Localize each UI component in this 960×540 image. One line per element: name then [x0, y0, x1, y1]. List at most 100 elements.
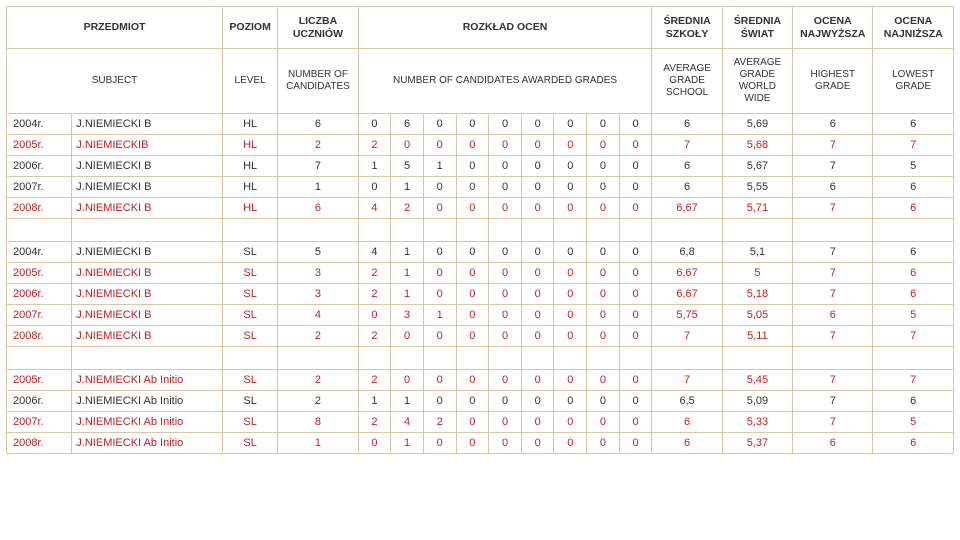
cell-year: 2007r. — [7, 305, 72, 326]
h2-avg-school: AVERAGE GRADE SCHOOL — [652, 49, 722, 114]
cell-grade-2: 0 — [423, 198, 456, 219]
cell-grade-6: 0 — [554, 412, 587, 433]
cell-grade-8: 0 — [619, 412, 652, 433]
cell-grade-7: 0 — [587, 263, 620, 284]
cell-grade-1: 2 — [391, 198, 424, 219]
cell-year: 2008r. — [7, 198, 72, 219]
cell-grade-0: 1 — [358, 156, 391, 177]
cell-grade-3: 0 — [456, 433, 489, 454]
cell-subject: J.NIEMIECKI Ab Initio — [72, 412, 223, 433]
cell-grade-1: 1 — [391, 284, 424, 305]
h-candidates: LICZBA UCZNIÓW — [278, 7, 358, 49]
cell-grade-1: 1 — [391, 433, 424, 454]
cell-year: 2006r. — [7, 391, 72, 412]
h2-level: LEVEL — [223, 49, 278, 114]
cell-grade-6: 0 — [554, 326, 587, 347]
cell-grade-2: 0 — [423, 114, 456, 135]
cell-candidates: 2 — [278, 370, 358, 391]
cell-grade-4: 0 — [489, 284, 522, 305]
cell-grade-8: 0 — [619, 263, 652, 284]
cell-avg-school: 6,67 — [652, 284, 722, 305]
cell-grade-1: 1 — [391, 391, 424, 412]
cell-grade-6: 0 — [554, 391, 587, 412]
cell-year: 2007r. — [7, 412, 72, 433]
cell-grade-0: 2 — [358, 412, 391, 433]
h-grades-dist: ROZKŁAD OCEN — [358, 7, 652, 49]
header-row-pl: PRZEDMIOT POZIOM LICZBA UCZNIÓW ROZKŁAD … — [7, 7, 954, 49]
table-row: 2008r.J.NIEMIECKI Ab InitioSL10100000006… — [7, 433, 954, 454]
table-row: 2006r.J.NIEMIECKI BSL32100000006,675,187… — [7, 284, 954, 305]
cell-grade-6: 0 — [554, 114, 587, 135]
cell-avg-school: 7 — [652, 370, 722, 391]
cell-grade-2: 0 — [423, 284, 456, 305]
cell-subject: J.NIEMIECKI B — [72, 284, 223, 305]
cell-grade-0: 2 — [358, 370, 391, 391]
cell-year: 2004r. — [7, 242, 72, 263]
cell-grade-0: 1 — [358, 391, 391, 412]
h-highest: OCENA NAJWYŻSZA — [793, 7, 873, 49]
cell-grade-3: 0 — [456, 242, 489, 263]
cell-grade-4: 0 — [489, 198, 522, 219]
cell-year: 2008r. — [7, 326, 72, 347]
cell-grade-6: 0 — [554, 284, 587, 305]
cell-avg-world: 5,71 — [722, 198, 792, 219]
cell-grade-8: 0 — [619, 114, 652, 135]
cell-grade-3: 0 — [456, 305, 489, 326]
cell-level: SL — [223, 263, 278, 284]
cell-grade-5: 0 — [521, 412, 554, 433]
cell-subject: J.NIEMIECKI B — [72, 242, 223, 263]
cell-subject: J.NIEMIECKI B — [72, 305, 223, 326]
cell-candidates: 5 — [278, 242, 358, 263]
h2-lowest: LOWEST GRADE — [873, 49, 954, 114]
h-avg-school: ŚREDNIA SZKOŁY — [652, 7, 722, 49]
cell-grade-4: 0 — [489, 391, 522, 412]
cell-grade-7: 0 — [587, 156, 620, 177]
h2-highest: HIGHEST GRADE — [793, 49, 873, 114]
cell-candidates: 2 — [278, 326, 358, 347]
cell-grade-6: 0 — [554, 370, 587, 391]
cell-year: 2005r. — [7, 135, 72, 156]
spacer-row — [7, 347, 954, 370]
cell-grade-4: 0 — [489, 305, 522, 326]
cell-level: SL — [223, 391, 278, 412]
cell-grade-5: 0 — [521, 326, 554, 347]
table-row: 2007r.J.NIEMIECKI BSL40310000005,755,056… — [7, 305, 954, 326]
cell-level: SL — [223, 242, 278, 263]
cell-grade-6: 0 — [554, 156, 587, 177]
cell-lowest: 5 — [873, 156, 954, 177]
cell-subject: J.NIEMIECKI B — [72, 198, 223, 219]
cell-grade-2: 1 — [423, 305, 456, 326]
cell-year: 2008r. — [7, 433, 72, 454]
cell-avg-world: 5,37 — [722, 433, 792, 454]
cell-highest: 7 — [793, 156, 873, 177]
cell-grade-5: 0 — [521, 263, 554, 284]
cell-grade-2: 0 — [423, 391, 456, 412]
cell-highest: 7 — [793, 326, 873, 347]
cell-candidates: 1 — [278, 433, 358, 454]
cell-grade-5: 0 — [521, 156, 554, 177]
table-row: 2007r.J.NIEMIECKI BHL101000000065,5566 — [7, 177, 954, 198]
cell-grade-1: 6 — [391, 114, 424, 135]
h-avg-world: ŚREDNIA ŚWIAT — [722, 7, 792, 49]
cell-candidates: 7 — [278, 156, 358, 177]
cell-avg-world: 5,45 — [722, 370, 792, 391]
cell-grade-3: 0 — [456, 156, 489, 177]
cell-grade-4: 0 — [489, 177, 522, 198]
cell-grade-8: 0 — [619, 156, 652, 177]
cell-lowest: 6 — [873, 391, 954, 412]
cell-avg-school: 6,5 — [652, 391, 722, 412]
h2-subject: SUBJECT — [7, 49, 223, 114]
cell-avg-school: 6,67 — [652, 198, 722, 219]
cell-grade-7: 0 — [587, 177, 620, 198]
table-row: 2004r.J.NIEMIECKI BHL606000000065,6966 — [7, 114, 954, 135]
table-row: 2004r.J.NIEMIECKI BSL54100000006,85,176 — [7, 242, 954, 263]
cell-avg-world: 5,18 — [722, 284, 792, 305]
cell-grade-2: 2 — [423, 412, 456, 433]
cell-grade-5: 0 — [521, 135, 554, 156]
cell-highest: 6 — [793, 433, 873, 454]
table-body: 2004r.J.NIEMIECKI BHL606000000065,696620… — [7, 114, 954, 454]
cell-avg-world: 5,05 — [722, 305, 792, 326]
cell-avg-school: 7 — [652, 135, 722, 156]
cell-avg-school: 6 — [652, 433, 722, 454]
cell-grade-6: 0 — [554, 263, 587, 284]
